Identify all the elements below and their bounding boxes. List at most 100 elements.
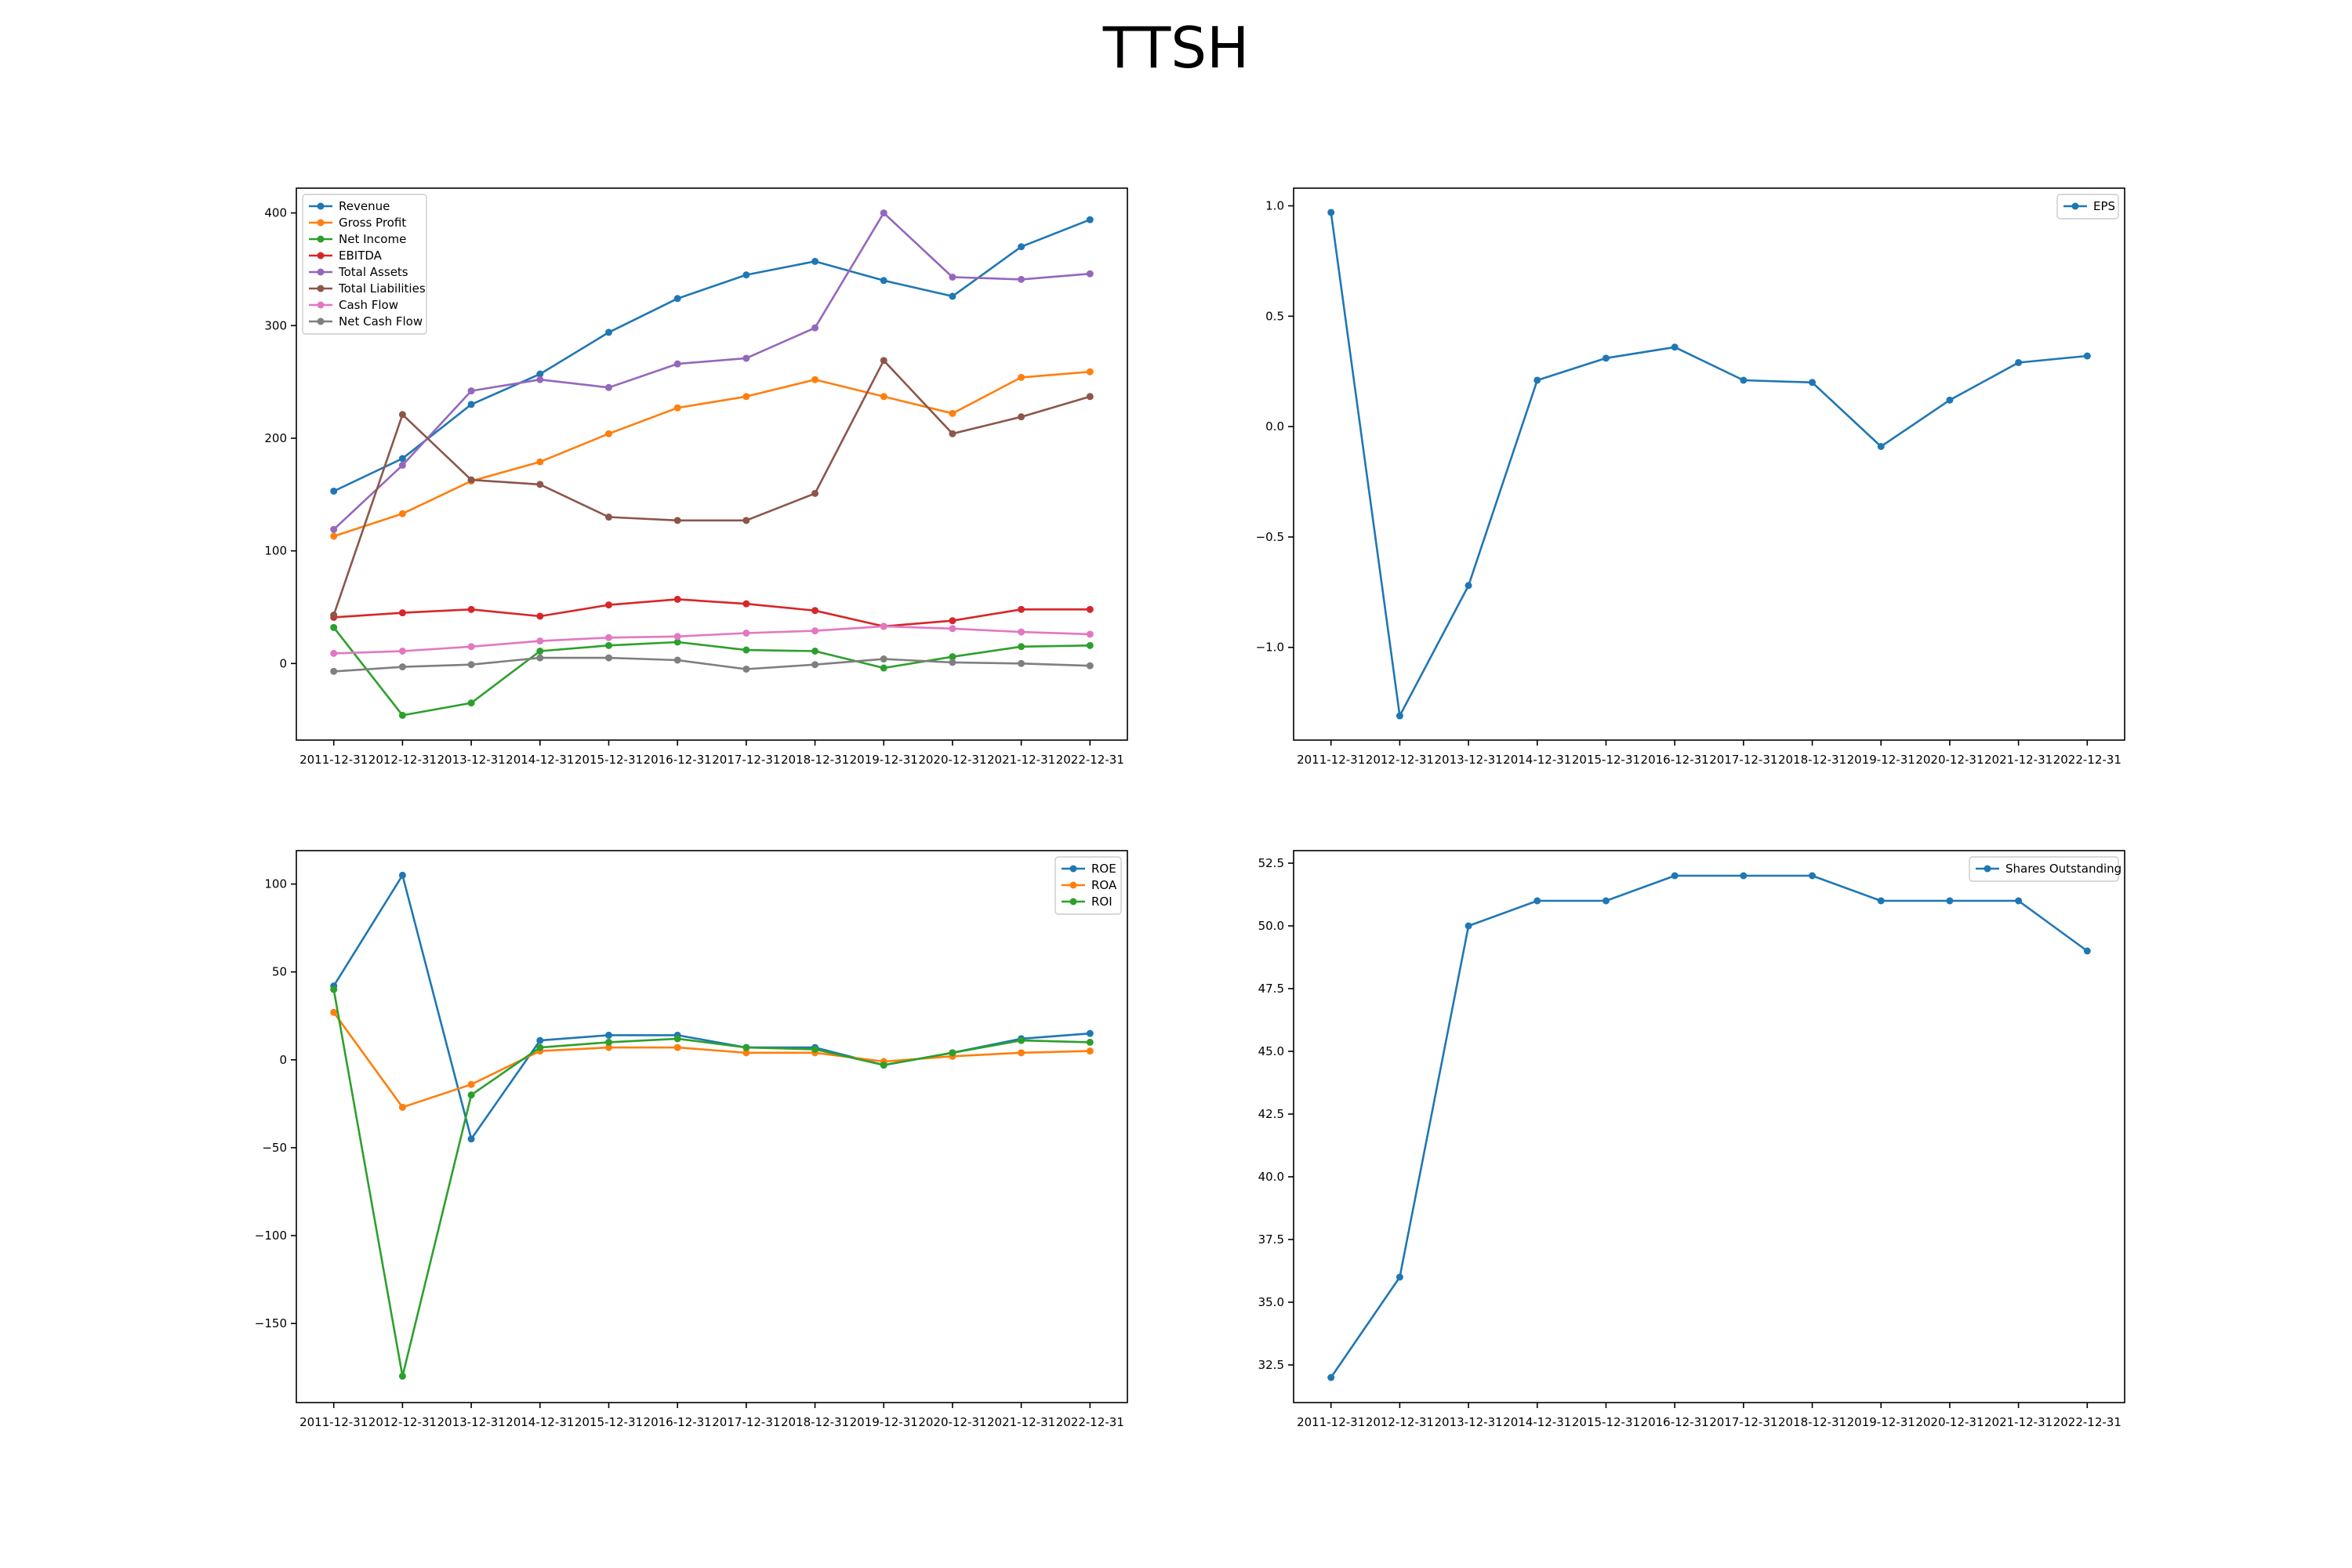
series-eps	[1327, 209, 2091, 720]
x-tick-label: 2018-12-31	[781, 753, 849, 767]
data-point	[880, 655, 887, 663]
data-point	[1946, 897, 1954, 905]
y-tick-label: 200	[264, 431, 287, 445]
data-point	[536, 1036, 544, 1044]
x-tick-label: 2013-12-31	[1434, 753, 1502, 767]
x-tick-label: 2019-12-31	[850, 753, 918, 767]
data-point	[949, 292, 956, 300]
x-tick-label: 2017-12-31	[712, 753, 780, 767]
x-tick-label: 2018-12-31	[781, 1415, 849, 1429]
x-tick-label: 2022-12-31	[2053, 753, 2122, 767]
data-point	[742, 1049, 750, 1057]
y-tick-label: 100	[264, 877, 287, 891]
x-tick-label: 2016-12-31	[1641, 1415, 1709, 1429]
legend-label: Net Cash Flow	[339, 314, 423, 328]
data-point	[1327, 209, 1335, 216]
legend-marker	[1069, 898, 1077, 906]
data-point	[604, 1031, 612, 1039]
x-tick-label: 2019-12-31	[1847, 1415, 1915, 1429]
data-point	[880, 1062, 887, 1069]
series-net-cash-flow	[330, 654, 1094, 675]
x-tick-label: 2020-12-31	[918, 753, 986, 767]
legend-marker	[1984, 865, 1991, 873]
legend-marker	[317, 252, 325, 260]
y-tick-label: 47.5	[1258, 982, 1284, 996]
data-point	[1086, 270, 1094, 278]
x-tick-label: 2014-12-31	[1503, 1415, 1571, 1429]
legend-marker	[317, 285, 325, 292]
legend-marker	[317, 268, 325, 276]
legend-label: EBITDA	[339, 249, 383, 263]
data-point	[2015, 897, 2023, 905]
legend-marker	[317, 301, 325, 309]
series-roe	[330, 871, 1094, 1143]
financials-chart: 2011-12-31 2012-12-31 2013-12-31 2014-12-31…	[264, 187, 1128, 767]
legend-label: Total Liabilities	[338, 281, 426, 296]
x-tick-label: 2012-12-31	[368, 1415, 437, 1429]
data-point	[742, 354, 750, 362]
data-point	[330, 487, 338, 495]
data-point	[880, 209, 887, 217]
data-point	[398, 663, 406, 671]
data-point	[330, 525, 338, 533]
series-line	[332, 989, 1091, 1377]
x-tick-label: 2014-12-31	[1503, 753, 1571, 767]
legend-marker	[1069, 881, 1077, 889]
data-point	[467, 387, 475, 395]
data-point	[1740, 872, 1748, 880]
data-point	[536, 1044, 544, 1051]
data-point	[1018, 1049, 1025, 1057]
data-point	[742, 393, 750, 401]
data-point	[742, 630, 750, 637]
data-point	[1809, 379, 1817, 387]
series-line	[1330, 212, 2088, 717]
legend-label: ROA	[1091, 878, 1117, 892]
data-point	[1086, 641, 1094, 649]
x-tick-label: 2020-12-31	[918, 1415, 986, 1429]
data-point	[330, 612, 338, 619]
x-tick-label: 2012-12-31	[1366, 1415, 1434, 1429]
y-tick-label: 37.5	[1258, 1232, 1284, 1247]
data-point	[811, 607, 819, 615]
x-tick-label: 2016-12-31	[644, 1415, 712, 1429]
x-tick-label: 2011-12-31	[299, 753, 368, 767]
data-point	[1018, 243, 1025, 251]
y-tick-label: 300	[264, 318, 287, 332]
data-point	[1018, 1036, 1025, 1044]
data-point	[742, 646, 750, 654]
data-point	[1086, 368, 1094, 376]
data-point	[2083, 947, 2091, 955]
data-point	[880, 277, 887, 285]
data-point	[604, 430, 612, 437]
legend-box	[1969, 856, 2119, 882]
data-point	[398, 455, 406, 463]
legend-label: Cash Flow	[339, 298, 398, 312]
data-point	[2083, 352, 2091, 360]
data-point	[673, 656, 681, 664]
x-tick-label: 2012-12-31	[368, 753, 437, 767]
data-point	[880, 622, 887, 630]
data-point	[536, 647, 544, 655]
data-point	[1086, 393, 1094, 401]
data-point	[1396, 712, 1403, 720]
data-point	[673, 295, 681, 303]
data-point	[673, 638, 681, 646]
data-point	[1018, 628, 1025, 636]
data-point	[811, 489, 819, 497]
series-line	[333, 656, 1091, 673]
legend-label: Revenue	[339, 199, 390, 213]
y-tick-label: 400	[264, 206, 287, 220]
data-point	[949, 430, 956, 437]
y-tick-label: 42.5	[1258, 1107, 1284, 1121]
data-point	[604, 641, 612, 649]
data-point	[536, 654, 544, 662]
data-point	[811, 324, 819, 332]
data-point	[1602, 354, 1610, 362]
series-shares-outstanding	[1327, 872, 2091, 1381]
x-tick-label: 2020-12-31	[1915, 753, 1984, 767]
series-line	[332, 359, 1091, 615]
legend-box	[302, 194, 427, 335]
data-point	[604, 383, 612, 391]
y-tick-label: −100	[255, 1229, 287, 1243]
data-point	[604, 654, 612, 662]
